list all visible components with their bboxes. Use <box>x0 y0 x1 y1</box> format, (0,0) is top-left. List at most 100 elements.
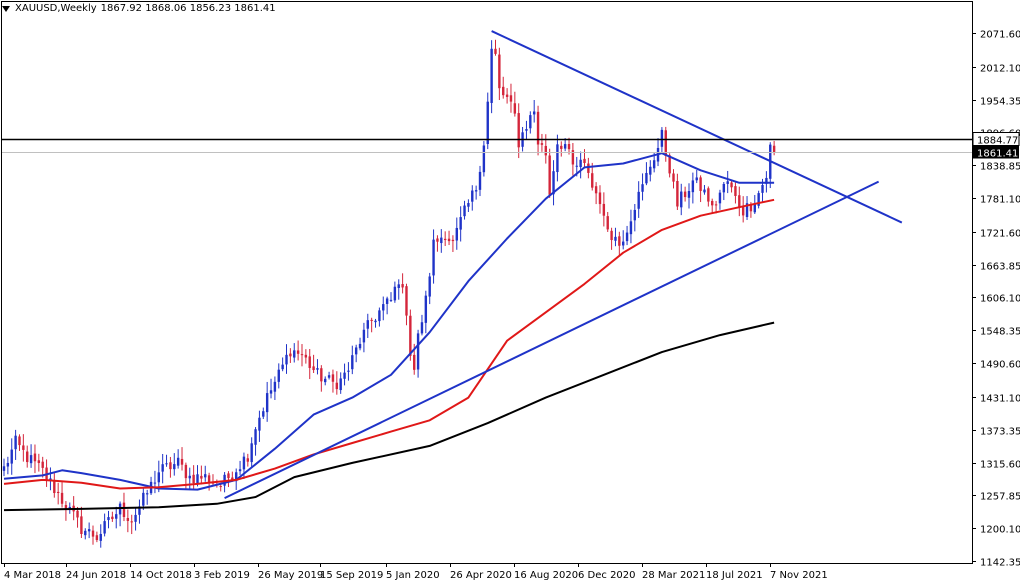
current-price-text: 1861.41 <box>977 149 1018 160</box>
candle-body <box>459 217 462 230</box>
candle-body <box>455 227 458 241</box>
candle-body <box>219 486 222 488</box>
candle-body <box>173 464 176 470</box>
candle-body <box>134 514 137 522</box>
current-price-label: 1861.41 <box>973 145 1019 160</box>
candle-body <box>2 466 6 471</box>
candle-body <box>296 350 300 354</box>
candle-body <box>308 356 311 368</box>
candle-body <box>87 529 91 532</box>
x-tick-label: 24 Jun 2018 <box>66 570 126 581</box>
candle-body <box>327 375 331 378</box>
candles-layer <box>2 39 776 548</box>
resistance-label-text: 1884.77 <box>977 136 1018 147</box>
candle-body <box>517 113 520 148</box>
x-tick-label: 16 Aug 2020 <box>514 570 578 581</box>
y-tick-label: 1548.35 <box>980 327 1020 338</box>
y-tick-label: 2012.10 <box>980 64 1020 75</box>
candle-body <box>494 48 497 54</box>
x-tick-label: 18 Jul 2021 <box>706 570 763 581</box>
candle-body <box>339 378 342 391</box>
candle-body <box>529 115 532 129</box>
x-tick-label: 3 Feb 2019 <box>194 570 250 581</box>
candle-body <box>594 186 598 194</box>
candle-body <box>734 186 737 196</box>
ma-slow-line <box>3 321 775 512</box>
candle-body <box>579 159 582 168</box>
candle-body <box>207 475 211 483</box>
candle-body <box>765 177 768 184</box>
candle-body <box>413 354 416 370</box>
candle-body <box>587 163 590 173</box>
candle-body <box>447 238 451 242</box>
candle-body <box>560 145 563 149</box>
candle-body <box>293 350 296 358</box>
candle-body <box>478 171 482 190</box>
candle-body <box>606 216 609 230</box>
candle-body <box>254 429 257 445</box>
candle-body <box>265 393 269 413</box>
candle-body <box>397 284 400 288</box>
y-tick-label: 1606.10 <box>980 294 1020 305</box>
candle-body <box>145 493 149 495</box>
candle-body <box>258 417 261 431</box>
ascending-trendline[interactable] <box>224 180 880 500</box>
candle-body <box>68 506 71 509</box>
candle-body <box>204 474 207 478</box>
candle-body <box>176 457 180 466</box>
y-tick-label: 1663.85 <box>980 262 1020 273</box>
candle-body <box>761 185 764 193</box>
candle-body <box>471 190 474 202</box>
candle-body <box>26 451 29 463</box>
candle-body <box>451 239 455 242</box>
x-tick-label: 5 Jan 2020 <box>386 570 440 581</box>
candle-body <box>378 310 381 322</box>
candle-body <box>246 458 250 462</box>
candle-body <box>122 502 126 517</box>
candle-body <box>157 472 160 483</box>
candle-body <box>660 129 664 147</box>
candle-body <box>107 517 110 521</box>
candle-body <box>726 181 729 184</box>
candle-body <box>192 474 195 484</box>
candle-body <box>730 182 733 188</box>
y-tick-label: 1490.60 <box>980 360 1020 371</box>
candle-body <box>130 521 133 523</box>
candle-body <box>231 477 234 480</box>
candle-body <box>664 130 667 156</box>
dropdown-arrow-icon[interactable] <box>2 5 10 12</box>
candle-body <box>14 435 17 450</box>
candle-body <box>200 475 203 479</box>
candle-body <box>474 190 478 192</box>
candle-body <box>320 368 323 382</box>
candle-body <box>676 180 679 207</box>
candle-body <box>138 506 141 515</box>
candle-body <box>703 189 706 193</box>
candle-body <box>300 354 304 356</box>
candle-body <box>711 200 714 206</box>
candle-body <box>691 180 695 193</box>
candle-body <box>60 492 64 504</box>
candle-body <box>583 158 586 164</box>
candle-body <box>714 204 718 206</box>
y-tick-label: 1431.10 <box>980 394 1020 405</box>
candle-body <box>772 145 776 153</box>
candle-body <box>331 374 335 382</box>
candle-body <box>165 463 168 465</box>
candle-body <box>548 155 551 195</box>
candle-body <box>273 381 277 392</box>
x-tick-label: 26 Apr 2020 <box>450 570 512 581</box>
descending-trendline[interactable] <box>491 30 903 224</box>
candle-body <box>281 364 284 370</box>
candle-body <box>161 464 164 472</box>
candle-body <box>552 171 555 195</box>
candle-body <box>486 101 489 145</box>
candle-body <box>683 191 687 198</box>
candle-body <box>598 192 602 205</box>
candle-body <box>741 206 745 216</box>
candle-body <box>753 204 756 213</box>
x-tick-label: 6 Dec 2020 <box>578 570 636 581</box>
x-tick-label: 28 Mar 2021 <box>642 570 705 581</box>
